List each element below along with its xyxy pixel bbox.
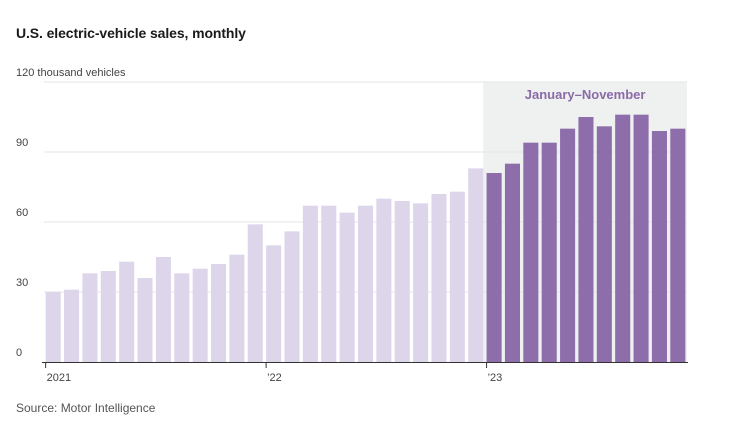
- bar-feb-2022: [284, 231, 300, 362]
- bar-apr-2023: [541, 142, 557, 362]
- bar-may-2021: [119, 261, 135, 362]
- y-tick-label-60: 60: [16, 207, 28, 219]
- bar-nov-2022: [449, 191, 465, 362]
- bar-feb-2023: [504, 163, 521, 362]
- bar-jul-2021: [155, 257, 171, 362]
- bar-oct-2022: [431, 194, 447, 362]
- bar-jun-2021: [137, 278, 153, 362]
- x-tick-label-24: ’23: [488, 372, 503, 384]
- x-tick-label-0: 2021: [47, 372, 71, 384]
- bar-sep-2021: [192, 268, 208, 362]
- x-tick-label-12: ’22: [267, 372, 282, 384]
- bar-dec-2021: [247, 224, 263, 362]
- bar-aug-2021: [174, 273, 190, 362]
- bars: [45, 114, 686, 363]
- bar-nov-2021: [229, 254, 245, 362]
- y-axis-ticks: 0 30 60 90 120 thousand vehicles: [16, 67, 126, 359]
- y-tick-label-30: 30: [16, 277, 28, 289]
- chart-title: U.S. electric-vehicle sales, monthly: [16, 25, 246, 41]
- y-tick-label-120: 120 thousand vehicles: [16, 67, 126, 79]
- bar-sep-2023: [633, 114, 649, 363]
- highlight-label: January–November: [525, 87, 646, 102]
- bar-jul-2023: [596, 126, 612, 362]
- bar-feb-2021: [64, 289, 80, 362]
- bar-jan-2023: [486, 173, 502, 362]
- bar-oct-2023: [651, 131, 667, 362]
- bar-jul-2022: [376, 198, 392, 362]
- bar-may-2023: [560, 128, 576, 362]
- source-note: Source: Motor Intelligence: [16, 401, 156, 415]
- bar-may-2022: [339, 212, 355, 362]
- bar-mar-2021: [82, 273, 98, 362]
- bar-mar-2022: [302, 205, 318, 362]
- y-tick-label-90: 90: [16, 137, 28, 149]
- bar-nov-2023: [670, 128, 686, 362]
- bar-jun-2022: [357, 205, 374, 362]
- bar-dec-2022: [468, 168, 484, 362]
- bar-aug-2023: [615, 114, 631, 363]
- bar-jun-2023: [578, 117, 594, 362]
- bar-jan-2022: [266, 245, 282, 362]
- bar-apr-2022: [321, 205, 337, 362]
- bar-sep-2022: [413, 203, 429, 362]
- x-axis-ticks: 2021 ’22 ’23: [45, 362, 503, 384]
- bar-apr-2021: [100, 271, 116, 362]
- bar-mar-2023: [523, 142, 539, 362]
- y-tick-label-0: 0: [16, 347, 22, 359]
- bar-jan-2021: [45, 292, 61, 362]
- bar-aug-2022: [394, 201, 410, 362]
- bar-oct-2021: [210, 264, 227, 362]
